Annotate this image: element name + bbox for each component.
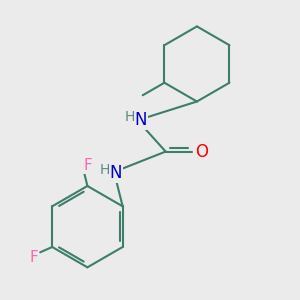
Text: F: F — [30, 250, 38, 266]
Text: N: N — [134, 111, 147, 129]
Text: H: H — [99, 163, 110, 177]
Text: H: H — [124, 110, 135, 124]
Text: O: O — [195, 142, 208, 160]
Text: N: N — [109, 164, 122, 182]
Text: F: F — [83, 158, 92, 173]
